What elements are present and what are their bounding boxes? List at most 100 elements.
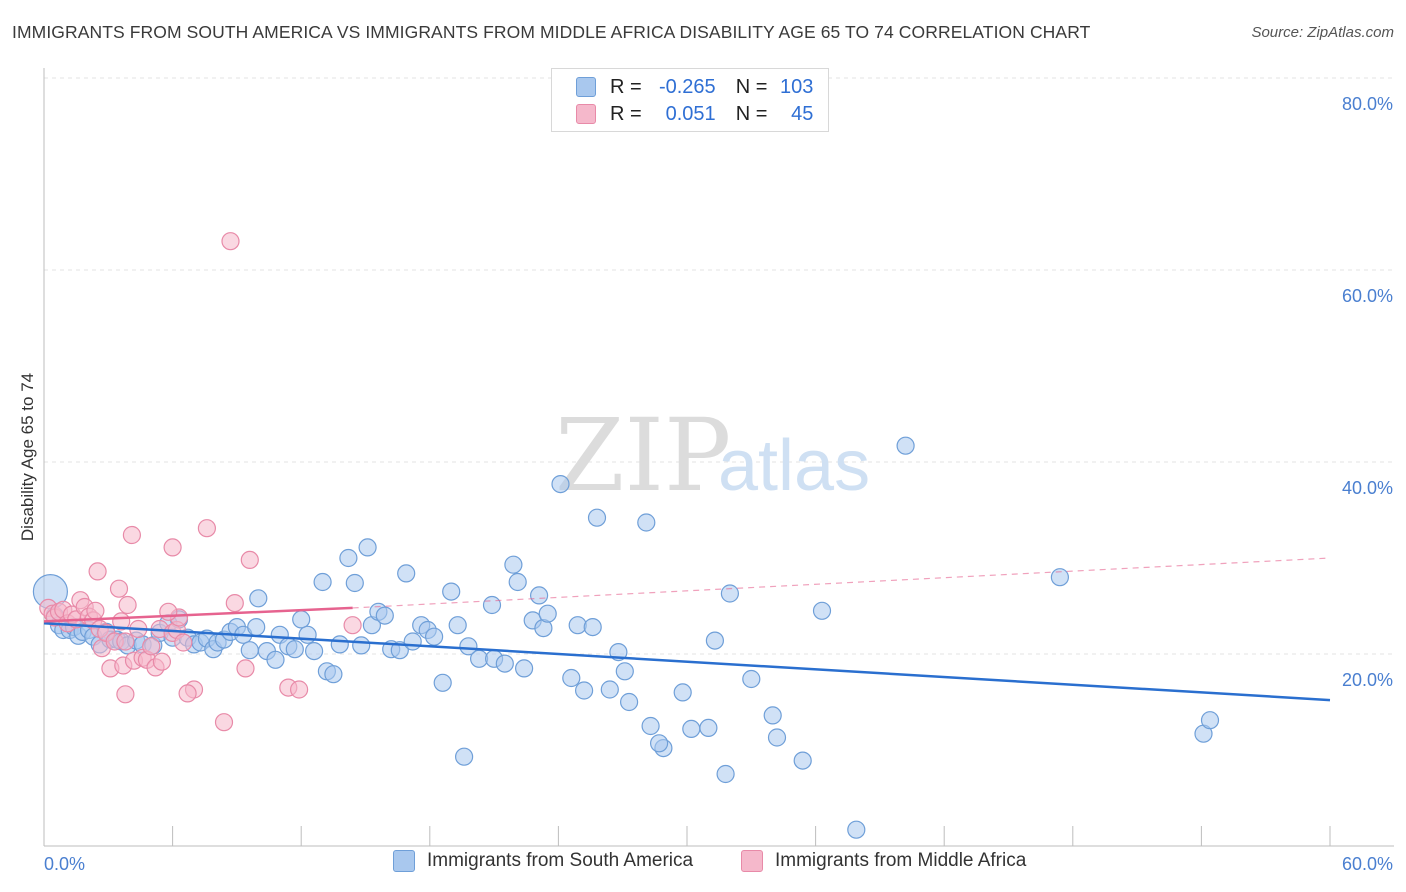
point-south-america xyxy=(615,662,634,681)
point-south-america xyxy=(240,641,259,660)
point-south-america xyxy=(641,716,660,736)
legend-swatch-blue xyxy=(393,850,415,872)
point-south-america xyxy=(716,764,735,784)
legend-swatch-pink xyxy=(576,104,596,124)
legend-r-label: R = xyxy=(610,102,642,125)
point-south-america xyxy=(482,595,502,615)
point-south-america xyxy=(529,586,549,605)
point-south-america xyxy=(292,610,311,629)
legend-item-middle-africa: Immigrants from Middle Africa xyxy=(741,850,1026,872)
point-south-america xyxy=(812,601,832,620)
point-middle-africa xyxy=(86,601,105,620)
legend-swatch-blue xyxy=(576,77,596,97)
point-middle-africa xyxy=(109,579,129,598)
point-middle-africa xyxy=(174,633,193,652)
point-south-america xyxy=(324,665,343,684)
y-axis-label: Disability Age 65 to 74 xyxy=(18,373,37,541)
x-tick-label: 60.0% xyxy=(1342,854,1393,874)
point-south-america xyxy=(705,631,725,650)
point-south-america xyxy=(459,637,478,656)
point-middle-africa xyxy=(116,685,135,704)
point-south-america xyxy=(793,751,812,770)
legend-row-south-america: R = -0.265 N = 103 xyxy=(576,74,813,100)
point-middle-africa xyxy=(343,616,362,635)
legend-n-value: 45 xyxy=(791,102,814,125)
trend-layer xyxy=(43,557,1331,702)
point-south-america xyxy=(720,584,740,603)
point-south-america xyxy=(375,606,394,625)
point-south-america xyxy=(767,728,787,747)
point-south-america xyxy=(495,654,514,673)
point-south-america xyxy=(583,617,602,637)
point-middle-africa xyxy=(118,595,137,615)
point-south-america xyxy=(298,625,317,644)
trendline-middle-africa xyxy=(43,606,353,623)
points-layer xyxy=(32,232,1220,839)
point-middle-africa xyxy=(152,652,171,671)
point-south-america xyxy=(587,508,607,527)
point-south-america xyxy=(637,513,656,532)
point-south-america xyxy=(313,572,332,592)
watermark-atlas: atlas xyxy=(718,426,870,506)
trendline-south-america xyxy=(43,622,1331,702)
point-south-america xyxy=(433,673,452,692)
x-tick-labels: 0.0% 60.0% xyxy=(44,854,1393,874)
point-south-america xyxy=(514,659,534,678)
legend-n-label: N = xyxy=(735,75,768,98)
point-south-america xyxy=(508,572,527,592)
point-south-america xyxy=(551,475,570,494)
point-middle-africa xyxy=(122,525,141,545)
point-south-america xyxy=(305,641,324,661)
point-south-america xyxy=(403,632,422,651)
point-middle-africa xyxy=(159,602,178,621)
y-tick-label: 80.0% xyxy=(1342,94,1393,114)
point-south-america xyxy=(249,589,268,608)
series-legend: Immigrants from South America Immigrants… xyxy=(0,850,1406,880)
point-south-america xyxy=(673,683,692,702)
axis-layer xyxy=(43,68,1394,847)
source-label: Source: ZipAtlas.com xyxy=(1251,24,1394,41)
point-south-america xyxy=(699,718,718,738)
y-tick-labels: 20.0% 40.0% 60.0% 80.0% xyxy=(1342,94,1393,690)
point-south-america xyxy=(345,573,364,593)
point-middle-africa xyxy=(163,538,182,557)
y-tick-label: 40.0% xyxy=(1342,478,1393,498)
point-south-america xyxy=(455,747,474,766)
point-south-america xyxy=(352,636,371,655)
point-middle-africa xyxy=(236,659,255,678)
point-middle-africa xyxy=(197,519,216,538)
point-south-america xyxy=(896,436,915,455)
legend-n-label: N = xyxy=(735,102,768,125)
point-south-america xyxy=(504,555,523,574)
legend-row-middle-africa: R = 0.051 N = 45 xyxy=(576,101,813,127)
legend-r-value: 0.051 xyxy=(665,102,716,125)
chart-title: IMMIGRANTS FROM SOUTH AMERICA VS IMMIGRA… xyxy=(12,22,1091,42)
point-south-america xyxy=(847,820,866,839)
point-middle-africa xyxy=(178,684,197,703)
point-south-america xyxy=(574,681,594,700)
x-tick-label: 0.0% xyxy=(44,854,85,874)
point-south-america xyxy=(442,582,461,601)
point-south-america xyxy=(285,640,304,659)
point-middle-africa xyxy=(221,232,240,251)
point-south-america xyxy=(600,680,619,699)
legend-swatch-pink xyxy=(741,850,763,872)
point-south-america xyxy=(330,635,349,654)
y-tick-label: 60.0% xyxy=(1342,286,1393,306)
point-south-america xyxy=(358,538,377,557)
point-south-america xyxy=(448,616,467,635)
point-south-america xyxy=(247,617,266,637)
point-middle-africa xyxy=(240,550,259,570)
correlation-legend: R = -0.265 N = 103 R = 0.051 N = 45 xyxy=(551,68,829,132)
legend-n-value: 103 xyxy=(780,75,814,98)
legend-r-label: R = xyxy=(610,75,642,98)
point-south-america xyxy=(619,692,639,712)
y-tick-label: 20.0% xyxy=(1342,670,1393,690)
watermark: ZIP atlas xyxy=(555,397,870,514)
point-south-america xyxy=(649,734,669,753)
point-south-america xyxy=(425,627,444,646)
point-middle-africa xyxy=(142,637,161,656)
legend-item-south-america: Immigrants from South America xyxy=(393,850,693,872)
point-south-america xyxy=(1200,711,1220,730)
